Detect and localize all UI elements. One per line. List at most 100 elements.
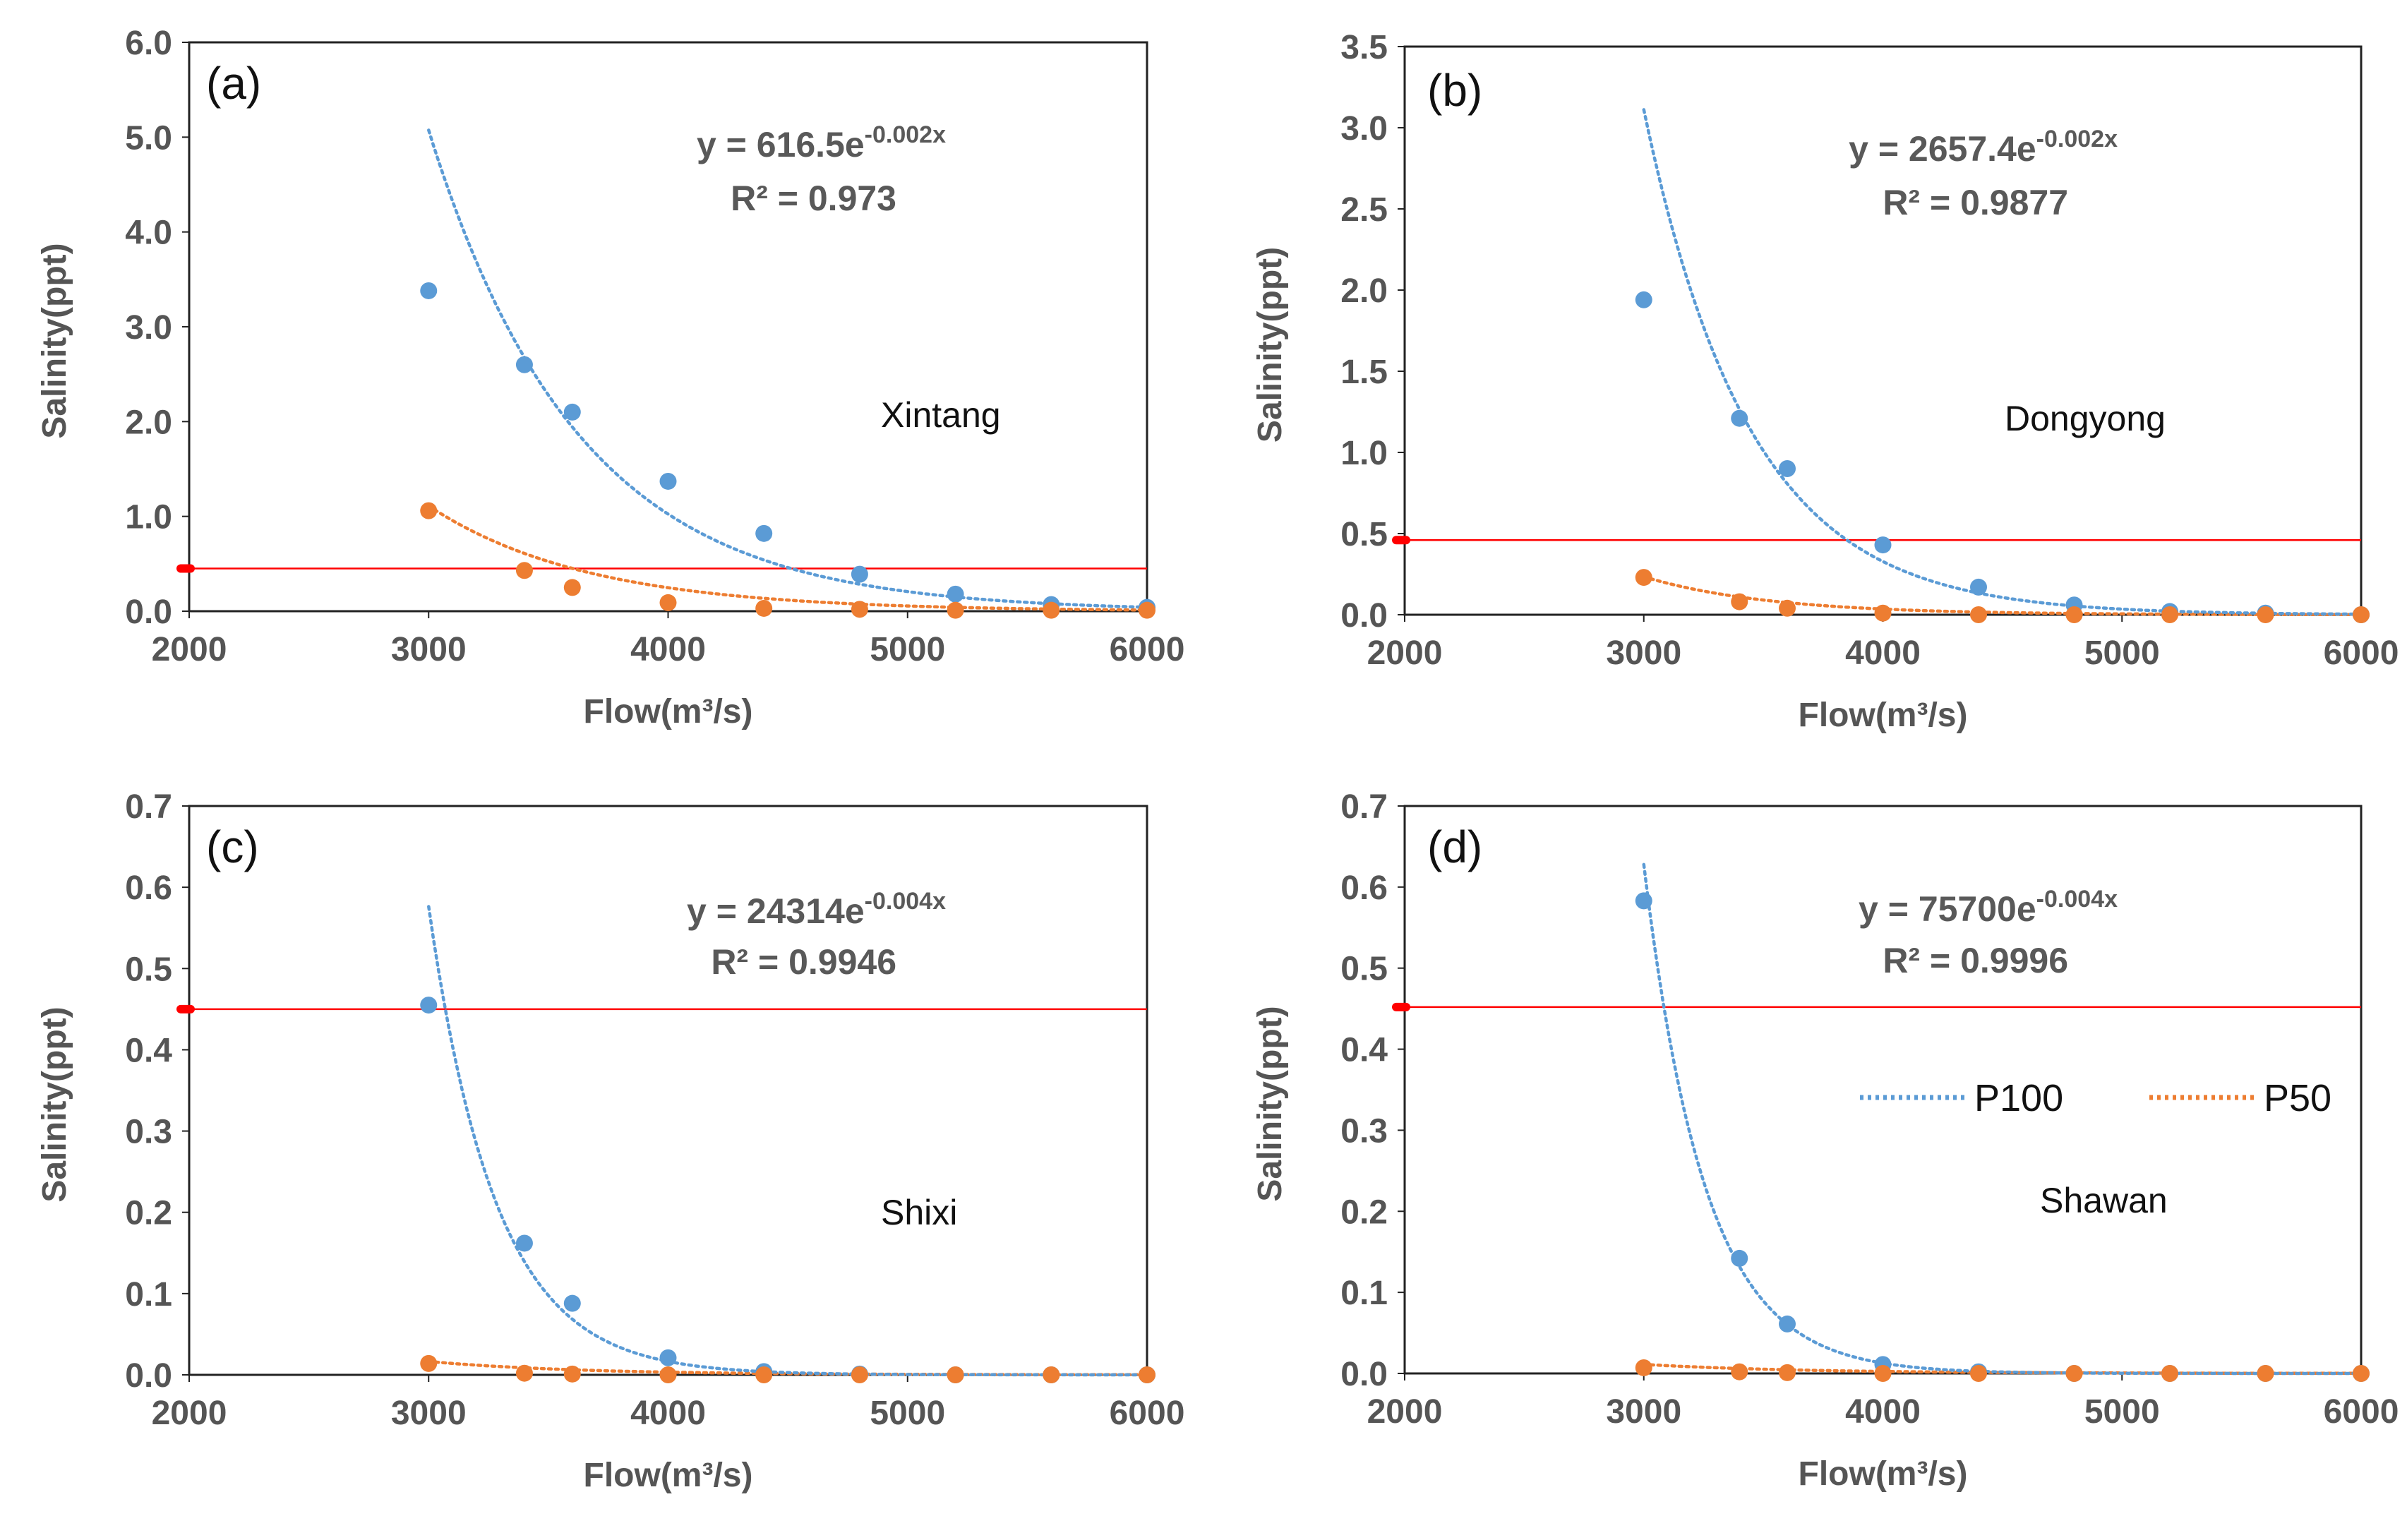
p50-point bbox=[2353, 1365, 2370, 1382]
y-tick-label: 1.0 bbox=[125, 499, 172, 536]
station-label: Xintang bbox=[881, 395, 1001, 435]
y-tick-label: 0.3 bbox=[1340, 1112, 1388, 1150]
p50-point bbox=[1731, 1363, 1748, 1380]
p50-point bbox=[1970, 1365, 1987, 1382]
equation-exponent: -0.004x bbox=[2036, 886, 2118, 913]
p50-point bbox=[515, 1364, 533, 1382]
equation-base: y = 24314e bbox=[687, 891, 865, 931]
p50-point bbox=[2257, 1365, 2274, 1382]
y-tick-label: 0.0 bbox=[125, 594, 172, 631]
threshold-marker bbox=[1392, 536, 1410, 545]
p50-point bbox=[1970, 606, 1987, 623]
x-tick-label: 4000 bbox=[630, 1395, 706, 1432]
p50-point bbox=[851, 1366, 868, 1383]
p50-point bbox=[515, 562, 533, 579]
trendline-equation: y = 75700e-0.004x bbox=[1859, 886, 2118, 929]
p100-trendline bbox=[1642, 862, 2363, 1376]
p50-point bbox=[1043, 601, 1060, 619]
p100-point bbox=[563, 403, 581, 421]
y-tick-label: 0.0 bbox=[125, 1357, 172, 1395]
y-tick-label: 4.0 bbox=[125, 215, 172, 252]
p50-point bbox=[947, 601, 964, 619]
x-tick-label: 6000 bbox=[2324, 1393, 2399, 1431]
p50-point bbox=[420, 502, 438, 519]
y-tick-label: 0.4 bbox=[125, 1032, 172, 1069]
p100-trendline bbox=[1642, 108, 2363, 616]
p50-trendline bbox=[1642, 575, 2363, 617]
threshold-marker bbox=[176, 1004, 195, 1013]
p100-point bbox=[755, 524, 773, 542]
p50-point bbox=[1139, 1366, 1156, 1383]
y-tick-label: 2.0 bbox=[1340, 272, 1388, 310]
legend: P100 P50 bbox=[1860, 1077, 2331, 1119]
y-axis-title: Salinity(ppt) bbox=[1251, 247, 1289, 443]
panel-label: (c) bbox=[206, 822, 259, 872]
p100-point bbox=[1779, 460, 1796, 477]
x-tick-label: 4000 bbox=[630, 631, 706, 668]
station-label: Dongyong bbox=[2005, 399, 2166, 438]
p50-point bbox=[2353, 606, 2370, 623]
trendline-equation: y = 616.5e-0.002x bbox=[697, 121, 946, 164]
p100-point bbox=[515, 1234, 533, 1252]
p50-point bbox=[755, 599, 773, 617]
y-tick-label: 0.0 bbox=[1340, 597, 1388, 634]
equation-exponent: -0.002x bbox=[865, 121, 946, 148]
y-tick-label: 0.2 bbox=[125, 1195, 172, 1232]
x-tick-label: 5000 bbox=[870, 631, 945, 668]
y-tick-label: 0.7 bbox=[125, 788, 172, 826]
legend-label-p100: P100 bbox=[1974, 1077, 2063, 1119]
threshold-marker bbox=[1392, 1002, 1410, 1011]
station-label: Shixi bbox=[881, 1193, 957, 1232]
y-tick-label: 2.5 bbox=[1340, 191, 1388, 229]
r-squared-label: R² = 0.9996 bbox=[1883, 941, 2068, 980]
legend-label-p50: P50 bbox=[2264, 1077, 2331, 1119]
x-tick-label: 6000 bbox=[2324, 634, 2399, 672]
p100-point bbox=[1635, 291, 1652, 308]
station-label: Shawan bbox=[2040, 1181, 2168, 1220]
p100-point bbox=[1874, 536, 1892, 554]
y-axis-title: Salinity(ppt) bbox=[36, 1006, 73, 1202]
x-tick-label: 5000 bbox=[2084, 634, 2160, 672]
r-squared-label: R² = 0.973 bbox=[731, 179, 896, 218]
y-tick-label: 0.6 bbox=[1340, 870, 1388, 907]
p50-point bbox=[851, 601, 868, 618]
p50-point bbox=[1779, 599, 1796, 617]
chart-panel-c: 2000 3000 4000 5000 6000 0.0 0.1 0.2 0.3 0.4 0.5 0.… bbox=[36, 788, 1184, 1494]
p50-point bbox=[755, 1366, 773, 1383]
x-tick-label: 2000 bbox=[152, 631, 227, 668]
x-tick-label: 4000 bbox=[1845, 634, 1921, 672]
y-tick-label: 0.1 bbox=[125, 1276, 172, 1313]
plot-area-frame bbox=[188, 805, 1148, 1376]
x-axis-title: Flow(m³/s) bbox=[1799, 697, 1968, 734]
y-tick-label: 0.4 bbox=[1340, 1032, 1388, 1069]
x-axis-title: Flow(m³/s) bbox=[1799, 1455, 1968, 1493]
p50-point bbox=[947, 1366, 964, 1383]
y-axis-title: Salinity(ppt) bbox=[36, 243, 73, 438]
x-tick-label: 5000 bbox=[2084, 1393, 2160, 1431]
x-tick-label: 3000 bbox=[1606, 634, 1681, 672]
x-tick-label: 2000 bbox=[152, 1395, 227, 1432]
chart-panel-d: 2000 3000 4000 5000 6000 0.0 0.1 0.2 0.3 0.4 0.5 0.… bbox=[1251, 788, 2399, 1493]
equation-exponent: -0.002x bbox=[2036, 126, 2118, 152]
p50-point bbox=[1874, 604, 1892, 622]
p100-point bbox=[420, 282, 438, 299]
p50-point bbox=[2161, 606, 2178, 623]
p100-point bbox=[659, 472, 677, 490]
x-tick-label: 6000 bbox=[1110, 631, 1185, 668]
x-axis-title: Flow(m³/s) bbox=[584, 1457, 753, 1494]
y-tick-label: 0.7 bbox=[1340, 788, 1388, 826]
x-tick-label: 5000 bbox=[870, 1395, 945, 1432]
x-tick-label: 3000 bbox=[391, 1395, 467, 1432]
p50-point bbox=[2257, 606, 2274, 623]
p50-point bbox=[1731, 593, 1748, 610]
p100-point bbox=[1635, 892, 1652, 910]
p50-point bbox=[1139, 601, 1156, 619]
y-tick-label: 0.2 bbox=[1340, 1193, 1388, 1231]
x-tick-label: 3000 bbox=[391, 631, 467, 668]
p100-point bbox=[563, 1294, 581, 1312]
x-tick-label: 6000 bbox=[1110, 1395, 1185, 1432]
equation-base: y = 75700e bbox=[1859, 889, 2036, 929]
p100-point bbox=[1779, 1315, 1796, 1333]
p50-point bbox=[563, 1365, 581, 1383]
